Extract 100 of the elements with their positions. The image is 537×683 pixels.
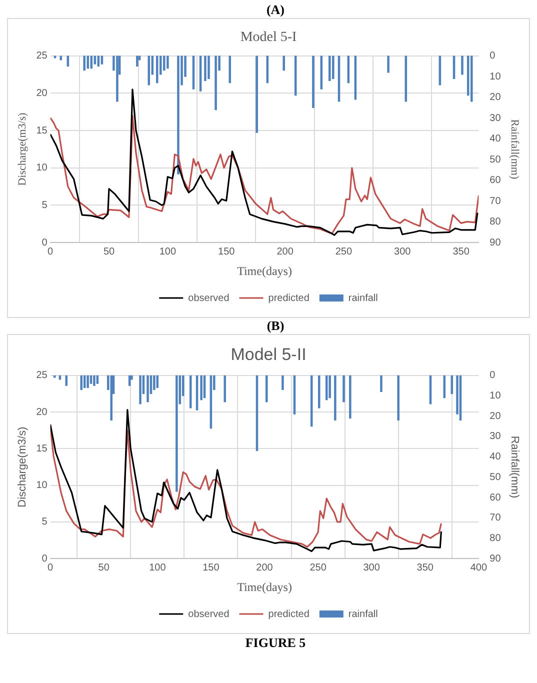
- y2-tick-label: 0: [490, 370, 496, 382]
- bar: [282, 56, 285, 71]
- y2-tick-label: 70: [490, 512, 502, 524]
- bar: [200, 375, 202, 400]
- y2-axis-title: Rainfall(mm): [508, 436, 520, 498]
- bar: [380, 375, 382, 392]
- y-tick-label: 15: [36, 125, 48, 136]
- y2-tick-label: 40: [490, 134, 502, 145]
- bar: [397, 375, 400, 421]
- bar: [176, 375, 178, 492]
- y2-tick-label: 80: [490, 532, 502, 544]
- x-tick-label: 150: [202, 562, 220, 574]
- y2-tick-label: 10: [490, 71, 502, 82]
- caption: FIGURE 5: [244, 634, 307, 652]
- bar: [53, 375, 56, 378]
- bar: [342, 375, 345, 402]
- bar: [110, 375, 112, 421]
- x-tick-label: 100: [149, 562, 166, 574]
- bar: [146, 375, 149, 402]
- y-tick-label: 15: [36, 443, 48, 454]
- bar: [334, 375, 336, 421]
- y-tick-label: 20: [36, 88, 48, 99]
- bar: [177, 56, 180, 174]
- y2-tick-label: 30: [490, 431, 502, 442]
- y-tick-label: 25: [36, 370, 48, 382]
- x-tick-label: 50: [103, 246, 115, 258]
- legend-label: rainfall: [348, 292, 378, 304]
- bar: [204, 56, 206, 82]
- bar: [139, 375, 142, 404]
- y2-tick-label: 20: [490, 410, 502, 422]
- bar: [58, 375, 62, 380]
- x-tick-label: 300: [363, 562, 380, 574]
- y-tick-label: 20: [36, 406, 48, 418]
- y2-tick-label: 90: [490, 237, 502, 248]
- x-tick-label: 350: [452, 246, 470, 258]
- y2-tick-label: 20: [490, 92, 502, 104]
- x-tick-label: 100: [159, 246, 176, 258]
- legend-label: observed: [188, 608, 230, 620]
- x-tick-label: 150: [218, 246, 236, 258]
- x-tick-label: 200: [276, 246, 294, 258]
- bar: [80, 375, 83, 390]
- bar: [86, 375, 89, 388]
- bar: [349, 375, 352, 418]
- bar: [387, 56, 390, 73]
- x-tick-label: 200: [256, 562, 274, 574]
- text: (A): [265, 2, 286, 18]
- x-tick-label: 400: [470, 562, 488, 574]
- bar: [228, 56, 232, 84]
- y2-tick-label: 0: [490, 50, 496, 62]
- y2-tick-label: 50: [490, 154, 502, 166]
- y2-tick-label: 60: [490, 175, 502, 186]
- bar: [208, 56, 210, 79]
- y2-tick-label: 70: [490, 196, 502, 207]
- bar: [136, 56, 138, 67]
- text: (B): [266, 318, 286, 334]
- y-axis-title: Discharge(m3/s): [16, 112, 28, 186]
- bar: [153, 375, 156, 390]
- y2-tick-label: 50: [490, 472, 502, 483]
- chart-title: Model 5-I: [240, 30, 298, 46]
- y-tick-label: 0: [42, 237, 48, 248]
- y-tick-label: 5: [42, 200, 48, 211]
- x-tick-label: 250: [310, 562, 327, 574]
- y2-tick-label: 80: [490, 216, 502, 228]
- y-tick-label: 5: [42, 516, 48, 528]
- bar: [470, 56, 473, 102]
- legend-label: observed: [188, 292, 230, 304]
- bar: [312, 56, 314, 108]
- bar: [282, 375, 284, 390]
- bar: [166, 56, 169, 69]
- bar: [116, 56, 118, 102]
- y2-tick-label: 90: [490, 553, 502, 564]
- bar: [86, 56, 90, 69]
- bar: [461, 56, 464, 75]
- x-tick-label: 250: [335, 246, 352, 258]
- bar: [328, 375, 331, 398]
- y2-tick-label: 30: [490, 112, 502, 124]
- y-axis-title: Discharge(m3/s): [16, 426, 29, 508]
- legend-label: rainfall: [348, 608, 378, 620]
- bar: [256, 56, 258, 133]
- bar: [266, 375, 268, 402]
- x-axis-title: Time(days): [237, 264, 292, 278]
- chart-title: Model 5-II: [230, 344, 306, 364]
- legend-label: predicted: [268, 608, 310, 620]
- y2-tick-label: 10: [490, 390, 502, 402]
- x-tick-label: 350: [416, 562, 434, 574]
- bar: [163, 56, 166, 71]
- bar: [224, 375, 226, 402]
- x-axis-title: Time(days): [237, 580, 292, 594]
- y-tick-label: 25: [36, 50, 48, 62]
- x-tick-label: 300: [394, 246, 412, 258]
- y2-tick-label: 40: [490, 452, 502, 463]
- bar: [332, 56, 334, 79]
- y2-tick-label: 60: [490, 492, 502, 504]
- y2-axis-title: Rainfall(mm): [508, 119, 521, 180]
- x-tick-label: 50: [98, 562, 110, 574]
- bar: [93, 375, 96, 386]
- legend-label: predicted: [268, 292, 310, 304]
- bar: [83, 56, 86, 71]
- y-tick-label: 10: [36, 480, 48, 492]
- bar: [328, 56, 331, 82]
